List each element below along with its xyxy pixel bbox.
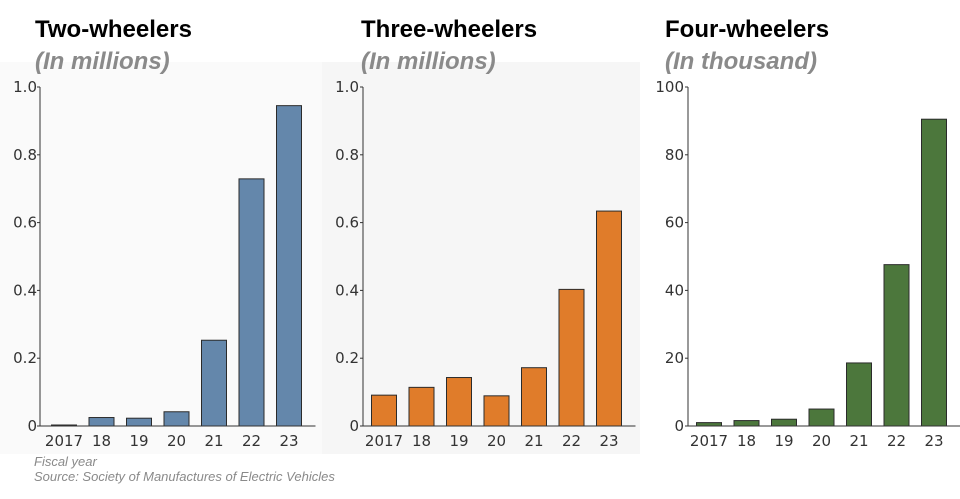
two-wheelers-x-tick-label: 19 (129, 432, 148, 450)
three-wheelers-y-tick-label: 0.6 (335, 214, 359, 232)
three-wheelers-bar (521, 367, 547, 427)
four-wheelers-bar (921, 118, 947, 427)
three-wheelers-bar (596, 210, 622, 427)
two-wheelers-bar (88, 417, 115, 427)
four-wheelers-y-tick-label: 100 (655, 78, 684, 96)
three-wheelers-bar (408, 386, 435, 427)
two-wheelers-y-tick-label: 0.2 (13, 349, 37, 367)
three-wheelers-x-tick-label: 21 (524, 432, 543, 450)
chart-subtitle-four-wheelers: (In thousand) (665, 48, 817, 75)
two-wheelers-bar (276, 105, 302, 427)
two-wheelers-bar (238, 178, 265, 427)
four-wheelers-y-tick-label: 0 (674, 417, 684, 435)
chart-subtitle-two-wheelers: (In millions) (35, 48, 170, 75)
chart-four-wheelers: 0 20 40 60 80 100 2017 18 19 20 21 22 23 (655, 78, 960, 450)
three-wheelers-bar (483, 395, 510, 427)
two-wheelers-x-tick-label: 20 (167, 432, 186, 450)
two-wheelers-y-tick-label: 0.6 (13, 214, 37, 232)
four-wheelers-x-tick-label: 2017 (690, 432, 728, 450)
chart-title-three-wheelers: Three-wheelers (361, 16, 537, 43)
four-wheelers-x-tick-label: 18 (737, 432, 756, 450)
chart-three-wheelers: 0 0.2 0.4 0.6 0.8 1.0 2017 18 19 20 21 22 23 (335, 78, 636, 450)
two-wheelers-bar (163, 411, 190, 427)
two-wheelers-bar (126, 417, 152, 427)
three-wheelers-bar (371, 394, 397, 427)
four-wheelers-x-tick-label: 19 (774, 432, 793, 450)
chart-title-four-wheelers: Four-wheelers (665, 16, 829, 43)
two-wheelers-y-tick-label: 0.8 (13, 146, 37, 164)
three-wheelers-y-tick-label: 0.8 (335, 146, 359, 164)
four-wheelers-y-tick-label: 80 (665, 146, 684, 164)
two-wheelers-x-tick-label: 23 (279, 432, 298, 450)
three-wheelers-x-tick-label: 2017 (365, 432, 403, 450)
three-wheelers-x-tick-label: 22 (562, 432, 581, 450)
four-wheelers-bar (883, 264, 910, 427)
two-wheelers-y-tick-label: 0 (27, 417, 37, 435)
four-wheelers-bar (771, 418, 797, 427)
two-wheelers-bar (201, 339, 227, 427)
four-wheelers-x-tick-label: 20 (812, 432, 831, 450)
two-wheelers-x-tick-label: 18 (92, 432, 111, 450)
panel-two-backdrop-right (322, 62, 640, 454)
four-wheelers-x-tick-label: 23 (924, 432, 943, 450)
chart-title-two-wheelers: Two-wheelers (35, 16, 192, 43)
four-wheelers-y-tick-label: 20 (665, 349, 684, 367)
four-wheelers-y-tick-label: 40 (665, 281, 684, 299)
four-wheelers-bar (808, 408, 835, 427)
three-wheelers-x-tick-label: 18 (412, 432, 431, 450)
two-wheelers-y-tick-label: 0.4 (13, 281, 37, 299)
three-wheelers-x-tick-label: 19 (449, 432, 468, 450)
four-wheelers-x-tick-label: 22 (887, 432, 906, 450)
two-wheelers-x-tick-label: 22 (242, 432, 261, 450)
chart-two-wheelers: 0 0.2 0.4 0.6 0.8 1.0 2017 18 19 20 21 22 23 (13, 78, 316, 450)
chart-subtitle-three-wheelers: (In millions) (361, 48, 496, 75)
two-wheelers-y-tick-label: 1.0 (13, 78, 37, 96)
three-wheelers-y-tick-label: 0.2 (335, 349, 359, 367)
three-wheelers-x-tick-label: 20 (487, 432, 506, 450)
two-wheelers-x-tick-label: 2017 (45, 432, 83, 450)
three-wheelers-bar (446, 377, 472, 427)
four-wheelers-x-tick-label: 21 (849, 432, 868, 450)
four-wheelers-y-tick-label: 60 (665, 214, 684, 232)
four-wheelers-bar (696, 422, 722, 427)
four-wheelers-bar (733, 420, 760, 427)
three-wheelers-y-tick-label: 0 (349, 417, 359, 435)
three-wheelers-x-tick-label: 23 (599, 432, 618, 450)
panel-one-backdrop (0, 62, 322, 454)
four-wheelers-bar (846, 362, 872, 427)
source-note: Source: Society of Manufactures of Elect… (34, 469, 335, 484)
two-wheelers-x-tick-label: 21 (204, 432, 223, 450)
three-wheelers-bar (558, 288, 585, 427)
three-wheelers-y-tick-label: 0.4 (335, 281, 359, 299)
fiscal-year-note: Fiscal year (34, 454, 98, 469)
three-wheelers-y-tick-label: 1.0 (335, 78, 359, 96)
